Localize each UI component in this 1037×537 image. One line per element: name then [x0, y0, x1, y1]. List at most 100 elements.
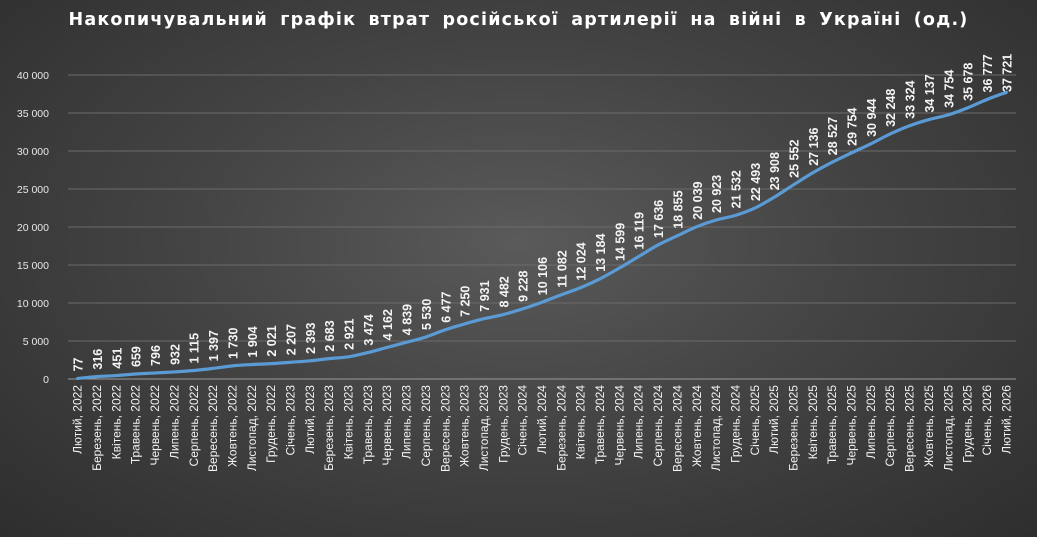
- data-label: 30 944: [865, 99, 879, 137]
- x-tick-label: Червень, 2025: [845, 385, 859, 466]
- data-label: 35 678: [962, 63, 976, 101]
- data-label: 32 248: [884, 89, 898, 127]
- x-tick-label: Березень, 2022: [90, 385, 104, 471]
- x-tick-label: Жовтень, 2024: [690, 385, 704, 467]
- x-tick-label: Квітень, 2024: [574, 385, 588, 460]
- data-label: 29 754: [846, 108, 860, 146]
- x-tick-label: Травень, 2025: [825, 385, 839, 464]
- x-tick-label: Січень, 2024: [516, 385, 530, 456]
- y-tick-label: 40 000: [17, 70, 49, 82]
- x-tick-label: Грудень, 2024: [728, 385, 742, 463]
- data-label: 20 039: [691, 181, 705, 219]
- data-label: 2 393: [304, 322, 318, 353]
- y-tick-label: 30 000: [17, 146, 49, 158]
- data-label: 25 552: [788, 140, 802, 178]
- data-label: 36 777: [981, 54, 995, 92]
- data-label: 23 908: [768, 152, 782, 190]
- x-tick-label: Травень, 2023: [361, 385, 375, 464]
- data-label: 1 904: [246, 326, 260, 357]
- data-labels: 77 316 451 659 796 932 1 115 1 397 1 730 1 904 2 0…: [72, 54, 1015, 372]
- data-label: 21 532: [729, 170, 743, 208]
- data-label: 6 477: [439, 291, 453, 322]
- x-tick-label: Серпень, 2025: [883, 385, 897, 467]
- x-tick-label: Липень, 2023: [400, 385, 414, 459]
- y-axis: 0 5 000 10 000 15 000 20 000 25 000 30 000 35 0…: [17, 70, 49, 386]
- x-tick-label: Лютий, 2023: [303, 385, 317, 454]
- y-tick-label: 15 000: [17, 260, 49, 272]
- data-label: 4 162: [381, 309, 395, 340]
- x-tick-label: Лютий, 2025: [767, 385, 781, 454]
- series-line: [76, 90, 1008, 381]
- y-tick-label: 20 000: [17, 222, 49, 234]
- data-label: 34 137: [923, 74, 937, 112]
- data-label: 8 482: [497, 276, 511, 307]
- data-label: 14 599: [613, 223, 627, 261]
- data-label: 7 250: [459, 286, 473, 317]
- data-label: 451: [110, 348, 124, 369]
- x-tick-label: Січень, 2023: [283, 385, 297, 456]
- data-label: 659: [130, 346, 144, 367]
- x-tick-label: Червень, 2022: [148, 385, 162, 466]
- chart-title: Накопичувальний графік втрат російської …: [68, 10, 969, 30]
- x-tick-label: Березень, 2023: [322, 385, 336, 471]
- data-label: 11 082: [555, 250, 569, 288]
- x-tick-label: Квітень, 2022: [109, 385, 123, 460]
- data-label: 3 474: [362, 314, 376, 345]
- x-tick-label: Лютий, 2022: [71, 385, 85, 454]
- x-tick-label: Грудень, 2022: [264, 385, 278, 463]
- x-tick-label: Січень, 2026: [980, 385, 994, 456]
- x-tick-label: Лютий, 2026: [999, 385, 1013, 454]
- x-tick-label: Серпень, 2023: [419, 385, 433, 467]
- data-label: 2 921: [343, 318, 357, 349]
- x-tick-label: Листопад, 2024: [709, 385, 723, 471]
- x-tick-label: Вересень, 2024: [670, 385, 684, 472]
- data-label: 17 636: [652, 200, 666, 238]
- data-label: 37 721: [1000, 54, 1014, 92]
- x-tick-label: Жовтень, 2023: [458, 385, 472, 467]
- data-label: 2 683: [323, 320, 337, 351]
- x-tick-label: Березень, 2025: [787, 385, 801, 471]
- data-label: 2 207: [284, 324, 298, 355]
- x-tick-label: Жовтень, 2025: [922, 385, 936, 467]
- x-tick-label: Лютий, 2024: [535, 385, 549, 454]
- data-label: 20 923: [710, 175, 724, 213]
- x-tick-label: Червень, 2023: [380, 385, 394, 466]
- x-tick-label: Листопад, 2022: [245, 385, 259, 471]
- data-label: 10 106: [536, 257, 550, 295]
- data-label: 13 184: [594, 234, 608, 272]
- data-label: 5 530: [420, 299, 434, 330]
- x-tick-label: Травень, 2022: [129, 385, 143, 464]
- x-tick-label: Грудень, 2023: [496, 385, 510, 463]
- x-tick-label: Листопад, 2023: [477, 385, 491, 471]
- data-label: 16 119: [633, 212, 647, 250]
- x-tick-label: Серпень, 2022: [187, 385, 201, 467]
- x-axis: Лютий, 2022 Березень, 2022 Квітень, 2022 Тр…: [71, 385, 1014, 472]
- y-tick-label: 35 000: [17, 108, 49, 120]
- data-label: 4 839: [401, 304, 415, 335]
- data-label: 1 730: [226, 328, 240, 359]
- data-label: 27 136: [807, 127, 821, 165]
- data-label: 316: [91, 349, 105, 370]
- x-tick-label: Липень, 2025: [864, 385, 878, 459]
- data-label: 7 931: [478, 280, 492, 311]
- x-tick-label: Вересень, 2022: [206, 385, 220, 472]
- data-label: 9 228: [517, 271, 531, 302]
- data-label: 22 493: [749, 163, 763, 201]
- data-label: 77: [72, 357, 86, 371]
- y-tick-label: 25 000: [17, 184, 49, 196]
- x-tick-label: Липень, 2022: [167, 385, 181, 459]
- data-label: 2 021: [265, 325, 279, 356]
- data-label: 33 324: [904, 80, 918, 118]
- x-tick-label: Квітень, 2023: [342, 385, 356, 460]
- y-tick-label: 0: [43, 374, 49, 386]
- y-tick-label: 5 000: [23, 336, 49, 348]
- x-tick-label: Жовтень, 2022: [225, 385, 239, 467]
- x-tick-label: Листопад, 2025: [941, 385, 955, 471]
- data-label: 1 397: [207, 330, 221, 361]
- x-tick-label: Грудень, 2025: [961, 385, 975, 463]
- data-label: 932: [168, 344, 182, 365]
- x-tick-label: Вересень, 2025: [903, 385, 917, 472]
- data-label: 796: [149, 345, 163, 366]
